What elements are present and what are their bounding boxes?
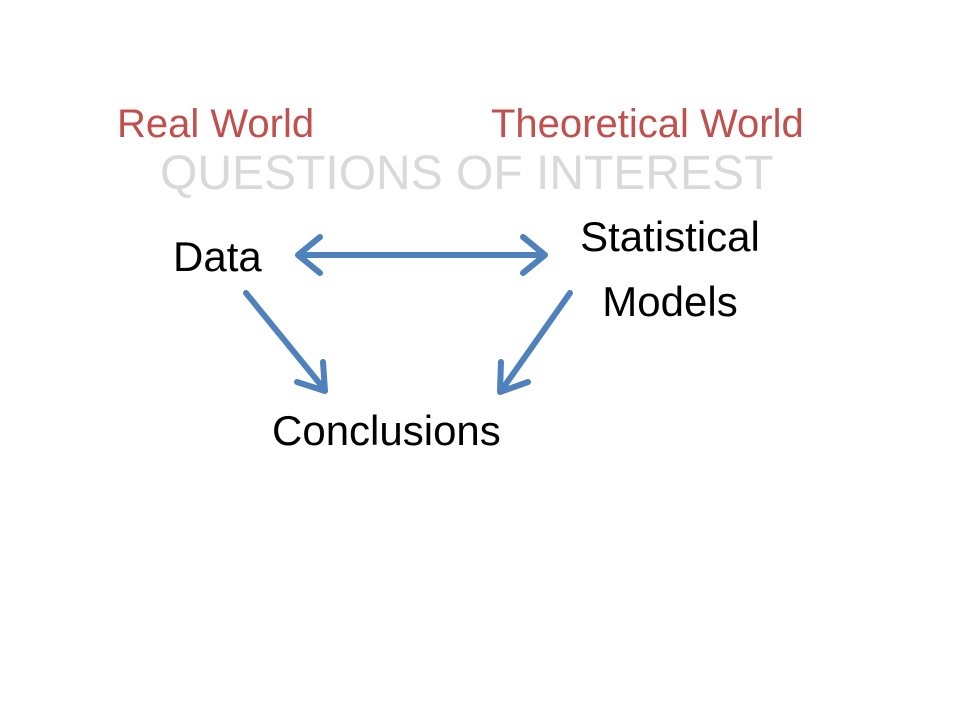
statistical-models-node: Statistical Models: [560, 204, 780, 334]
data-models-double-arrow: [295, 234, 548, 276]
real-world-heading: Real World: [117, 102, 315, 146]
questions-of-interest-watermark: QUESTIONS OF INTEREST: [160, 147, 774, 200]
theoretical-world-heading: Theoretical World: [491, 102, 804, 146]
models-to-conclusions-arrow: [497, 290, 573, 395]
statistical-models-line1: Statistical: [580, 213, 760, 260]
statistical-models-line2: Models: [602, 278, 738, 326]
data-to-conclusions-arrow: [243, 290, 328, 394]
conclusions-node: Conclusions: [272, 407, 501, 454]
data-node: Data: [173, 233, 262, 280]
